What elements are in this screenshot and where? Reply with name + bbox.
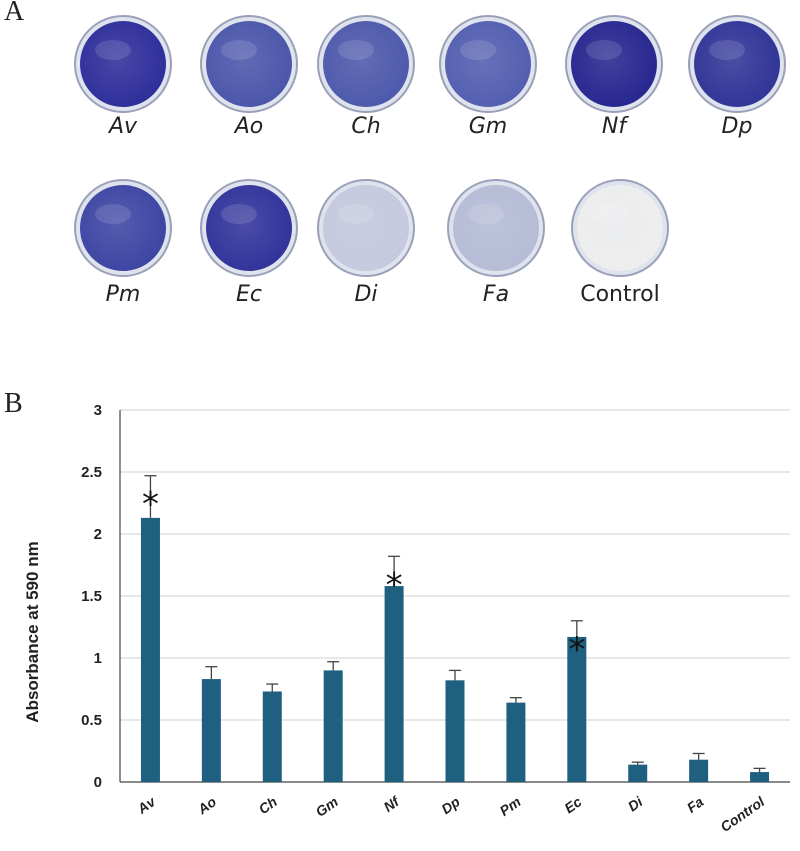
error-bar-nf <box>388 555 401 587</box>
x-tick-label-dp: Dp <box>438 793 463 817</box>
dish-dp <box>687 14 787 119</box>
significance-star-ec: * <box>568 630 585 670</box>
error-bar-control <box>753 767 766 773</box>
y-tick-label: 2 <box>94 526 102 543</box>
error-bar-di <box>631 761 644 765</box>
y-tick-labels: 0 0.5 1 1.5 2 2.5 3 <box>81 402 102 791</box>
dish-label-dp: Dp <box>721 114 753 139</box>
bar-di <box>628 764 648 782</box>
dish-ao <box>199 14 299 119</box>
error-bar-ec <box>570 620 583 637</box>
bar-pm <box>506 702 526 782</box>
error-bar-av <box>144 475 157 518</box>
dish-ec <box>199 178 299 283</box>
bar-av <box>140 517 160 782</box>
x-tick-label-ec: Ec <box>561 793 584 816</box>
dish-label-nf: Nf <box>601 114 627 139</box>
y-tick-label: 3 <box>94 402 102 419</box>
x-tick-label-di: Di <box>625 793 647 815</box>
error-bar-ao <box>205 666 218 680</box>
y-tick-label: 0 <box>94 774 102 791</box>
dish-pm <box>73 178 173 283</box>
x-tick-label-ao: Ao <box>194 793 220 818</box>
significance-star-nf: * <box>386 565 403 605</box>
significance-markers: * * * <box>142 485 585 670</box>
dish-gm <box>438 14 538 119</box>
y-tick-label: 1 <box>94 650 102 667</box>
x-tick-label-gm: Gm <box>313 793 341 819</box>
dish-nf <box>564 14 664 119</box>
error-bars <box>144 475 766 773</box>
y-tick-label: 2.5 <box>81 464 102 481</box>
error-bar-fa <box>692 752 705 760</box>
bar-fa <box>689 759 709 782</box>
dish-control <box>570 178 670 283</box>
dish-av <box>73 14 173 119</box>
x-tick-label-fa: Fa <box>684 793 707 816</box>
dish-label-gm: Gm <box>468 114 508 139</box>
panel-a-letter: A <box>4 0 25 27</box>
y-tick-label: 1.5 <box>81 588 102 605</box>
error-bar-dp <box>449 669 461 681</box>
x-tick-label-ch: Ch <box>256 793 280 817</box>
dish-label-control: Control <box>580 282 660 307</box>
significance-star-av: * <box>142 485 159 525</box>
bar-gm <box>323 670 343 782</box>
error-bar-pm <box>509 697 522 703</box>
error-bar-gm <box>327 661 340 671</box>
bar-control <box>750 772 770 782</box>
bar-ch <box>262 691 282 782</box>
dish-fa <box>446 178 546 283</box>
dish-label-fa: Fa <box>482 282 510 307</box>
dish-label-av: Av <box>108 114 138 139</box>
panel-b-letter: B <box>4 388 23 419</box>
dish-label-pm: Pm <box>105 282 141 307</box>
x-tick-label-pm: Pm <box>497 793 524 819</box>
dish-di <box>316 178 416 283</box>
absorbance-bar-chart: * * * 0 0.5 1 1.5 2 2.5 3 Av Ao Ch Gm Nf Dp Pm Ec Di Fa Co… <box>23 402 790 835</box>
dish-ch <box>316 14 416 119</box>
bar-nf <box>384 586 404 782</box>
bar-ao <box>201 679 221 782</box>
bars <box>140 517 770 782</box>
bar-dp <box>445 680 465 782</box>
y-axis-title: Absorbance at 590 nm <box>23 541 42 722</box>
x-tick-label-control: Control <box>717 793 768 835</box>
dish-images: Av Ao Ch Gm Nf Dp Pm Ec Di Fa Control <box>0 0 800 330</box>
dish-label-di: Di <box>354 282 378 307</box>
y-tick-label: 0.5 <box>81 712 102 729</box>
x-tick-label-av: Av <box>134 793 160 818</box>
dish-label-ch: Ch <box>351 114 381 139</box>
dish-label-ao: Ao <box>234 114 264 139</box>
dish-label-ec: Ec <box>236 282 262 307</box>
x-category-labels: Av Ao Ch Gm Nf Dp Pm Ec Di Fa Control <box>134 793 769 835</box>
bar-ec <box>567 636 587 782</box>
error-bar-ch <box>266 683 279 692</box>
x-tick-label-nf: Nf <box>381 793 403 815</box>
